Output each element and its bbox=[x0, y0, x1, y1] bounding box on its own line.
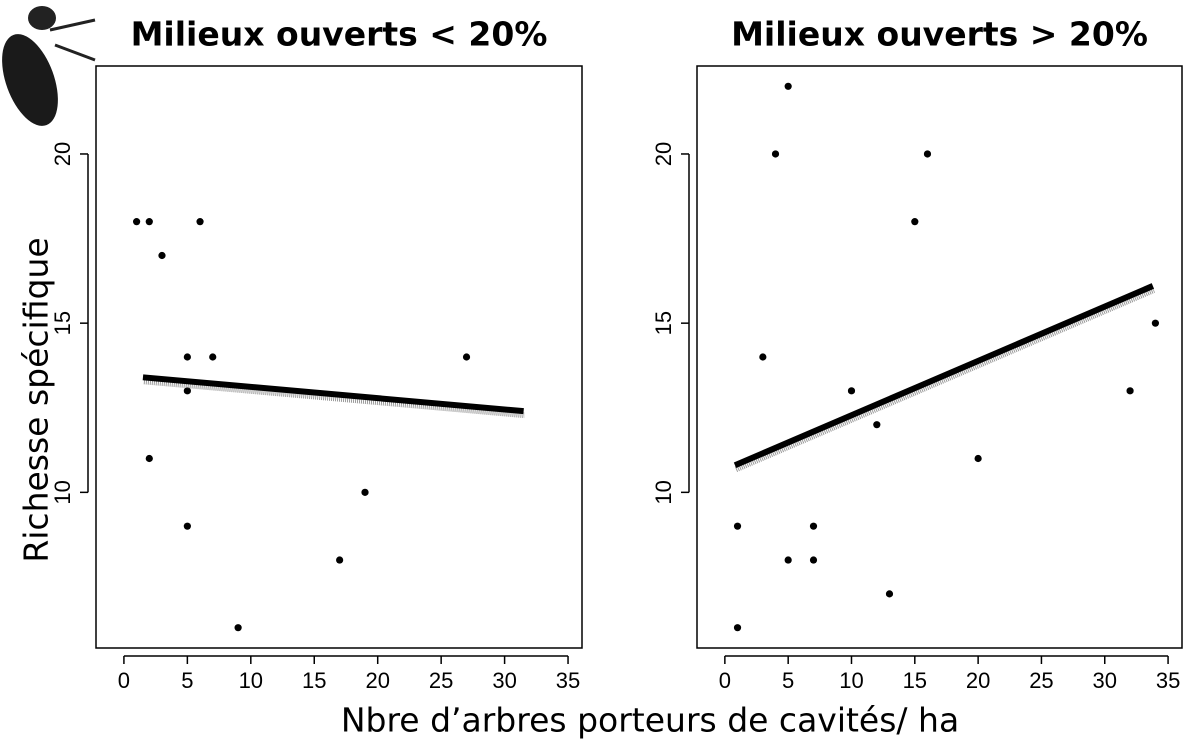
point bbox=[146, 218, 153, 225]
point bbox=[196, 218, 203, 225]
point bbox=[785, 556, 792, 563]
point bbox=[158, 252, 165, 259]
point bbox=[810, 556, 817, 563]
point bbox=[463, 353, 470, 360]
fit-line bbox=[735, 286, 1153, 465]
chart-title: Milieux ouverts > 20% bbox=[731, 15, 1148, 54]
x-tick-label: 15 bbox=[302, 668, 326, 693]
x-tick-label: 30 bbox=[1093, 668, 1117, 693]
x-axis-label: Nbre d’arbres porteurs de cavités/ ha bbox=[341, 701, 959, 740]
y-tick-label: 20 bbox=[50, 142, 75, 166]
point bbox=[1126, 387, 1133, 394]
chart-title: Milieux ouverts < 20% bbox=[131, 15, 548, 54]
x-tick-label: 10 bbox=[239, 668, 263, 693]
x-tick-label: 35 bbox=[1156, 668, 1180, 693]
fit-shadow bbox=[144, 381, 525, 415]
point bbox=[734, 523, 741, 530]
point bbox=[336, 556, 343, 563]
x-tick-label: 30 bbox=[492, 668, 516, 693]
point bbox=[209, 353, 216, 360]
chart: Richesse spécifique Nbre d’arbres porteu… bbox=[0, 0, 1194, 751]
point bbox=[848, 387, 855, 394]
point bbox=[361, 489, 368, 496]
point bbox=[734, 624, 741, 631]
x-tick-label: 5 bbox=[181, 668, 193, 693]
point bbox=[772, 150, 779, 157]
point bbox=[1152, 320, 1159, 327]
y-tick-label: 10 bbox=[651, 480, 676, 504]
fit-line bbox=[143, 377, 524, 411]
point bbox=[785, 83, 792, 90]
x-tick-label: 10 bbox=[839, 668, 863, 693]
y-tick-label: 15 bbox=[651, 311, 676, 335]
point bbox=[759, 353, 766, 360]
point bbox=[911, 218, 918, 225]
point bbox=[146, 455, 153, 462]
point bbox=[184, 523, 191, 530]
point bbox=[975, 455, 982, 462]
x-tick-label: 25 bbox=[1029, 668, 1053, 693]
point bbox=[235, 624, 242, 631]
y-tick-label: 15 bbox=[50, 311, 75, 335]
point bbox=[133, 218, 140, 225]
y-tick-label: 20 bbox=[651, 142, 676, 166]
y-tick-label: 10 bbox=[50, 480, 75, 504]
point bbox=[924, 150, 931, 157]
fit-shadow bbox=[736, 290, 1154, 469]
x-tick-label: 0 bbox=[719, 668, 731, 693]
point bbox=[886, 590, 893, 597]
point bbox=[810, 523, 817, 530]
beetle-icon bbox=[0, 6, 95, 133]
x-tick-label: 25 bbox=[429, 668, 453, 693]
x-tick-label: 5 bbox=[782, 668, 794, 693]
x-tick-label: 20 bbox=[365, 668, 389, 693]
x-tick-label: 20 bbox=[966, 668, 990, 693]
x-tick-label: 35 bbox=[556, 668, 580, 693]
y-axis-label: Richesse spécifique bbox=[17, 237, 56, 562]
plot-frame bbox=[697, 66, 1182, 648]
x-tick-label: 0 bbox=[118, 668, 130, 693]
point bbox=[873, 421, 880, 428]
point bbox=[184, 353, 191, 360]
x-tick-label: 15 bbox=[903, 668, 927, 693]
